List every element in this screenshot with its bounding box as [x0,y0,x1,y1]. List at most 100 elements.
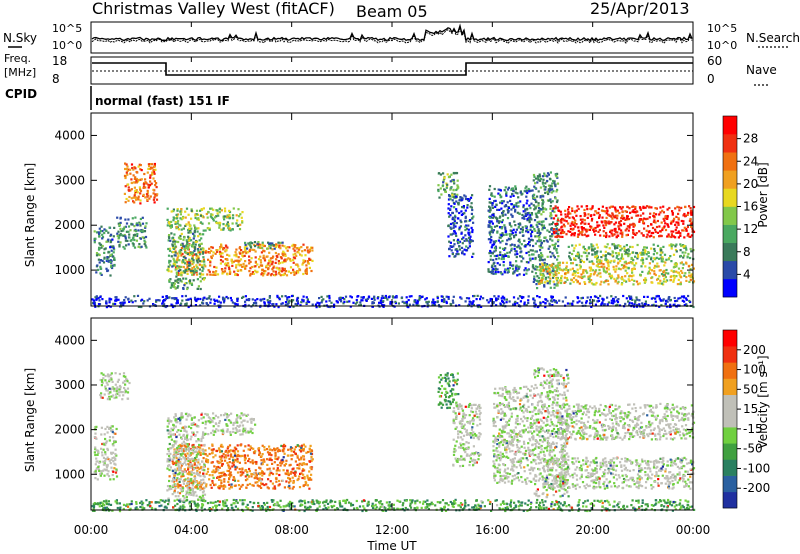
heatmap-cell [521,213,524,217]
heatmap-cell [117,230,120,233]
heatmap-cell [542,178,545,181]
heatmap-cell [495,304,498,307]
heatmap-cell [303,249,306,252]
heatmap-cell [175,297,178,300]
heatmap-cell [558,261,562,264]
heatmap-cell [641,257,644,260]
heatmap-cell [262,254,265,257]
heatmap-cell [174,418,177,421]
heatmap-cell [438,172,441,175]
heatmap-cell [189,269,192,272]
heatmap-cell [218,421,221,425]
heatmap-cell [560,226,563,229]
heatmap-cell [139,202,142,205]
heatmap-cell [620,257,623,260]
heatmap-cell [643,295,646,298]
heatmap-cell [178,266,181,269]
heatmap-cell [102,469,105,472]
heatmap-cell [209,207,212,210]
heatmap-cell [507,186,510,189]
heatmap-cell [209,301,212,304]
heatmap-cell [469,240,473,243]
heatmap-cell [200,417,203,420]
heatmap-cell [655,213,658,216]
heatmap-cell [679,283,682,286]
heatmap-cell [506,188,510,191]
heatmap-cell [232,422,235,425]
heatmap-cell [125,171,128,174]
heatmap-cell [211,429,215,432]
heatmap-cell [633,303,636,306]
heatmap-cell [218,208,221,211]
heatmap-cell [281,253,284,256]
heatmap-cell [675,250,678,253]
heatmap-cell [455,234,458,237]
heatmap-cell [615,268,618,271]
heatmap-cell [669,255,672,258]
heatmap-cell [244,475,247,478]
heatmap-cell [467,297,471,300]
heatmap-cell [108,301,111,304]
heatmap-cell [180,232,183,235]
heatmap-cell [229,419,232,422]
heatmap-cell [634,255,637,258]
heatmap-cell [298,246,301,250]
heatmap-cell [454,214,457,217]
heatmap-cell [296,463,299,466]
heatmap-cell [167,265,170,268]
heatmap-cell [196,466,199,469]
heatmap-cell [108,387,111,390]
heatmap-cell [591,249,594,252]
heatmap-cell [255,461,258,464]
heatmap-cell [442,181,445,184]
heatmap-cell [587,252,590,255]
heatmap-cell [224,250,227,253]
heatmap-cell [501,295,504,298]
heatmap-cell [98,227,101,230]
heatmap-cell [552,221,555,224]
heatmap-cell [608,272,611,275]
heatmap-cell [116,216,119,219]
heatmap-cell [170,220,173,223]
heatmap-cell [628,253,631,256]
heatmap-cell [466,206,469,209]
heatmap-cell [250,420,253,423]
heatmap-cell [522,210,525,213]
heatmap-cell [657,257,661,260]
heatmap-cell [623,264,626,267]
heatmap-cell [532,244,535,248]
heatmap-cell [449,233,452,236]
heatmap-cell [450,303,453,306]
heatmap-cell [205,212,208,216]
heatmap-cell [584,233,587,236]
heatmap-cell [219,305,222,309]
heatmap-cell [506,271,509,274]
heatmap-cell [604,270,607,273]
heatmap-cell [581,276,584,279]
heatmap-cell [101,236,105,239]
heatmap-cell [495,217,498,220]
heatmap-cell [163,303,166,306]
heatmap-cell [511,193,514,196]
heatmap-cell [499,241,502,244]
heatmap-cell [496,262,499,265]
heatmap-cell [183,245,186,248]
heatmap-cell [192,243,195,246]
heatmap-cell [318,302,321,305]
heatmap-cell [189,230,192,233]
heatmap-cell [248,470,251,473]
heatmap-cell [529,238,532,242]
heatmap-cell [590,268,593,271]
heatmap-cell [188,263,192,266]
heatmap-cell [511,231,514,234]
heatmap-cell [551,200,554,203]
heatmap-cell [606,279,610,282]
heatmap-cell [308,470,311,473]
heatmap-cell [221,272,224,275]
heatmap-cell [579,267,582,270]
heatmap-cell [180,464,183,467]
heatmap-cell [533,208,536,211]
heatmap-cell [551,243,554,247]
heatmap-cell [494,267,497,270]
heatmap-cell [212,271,215,274]
